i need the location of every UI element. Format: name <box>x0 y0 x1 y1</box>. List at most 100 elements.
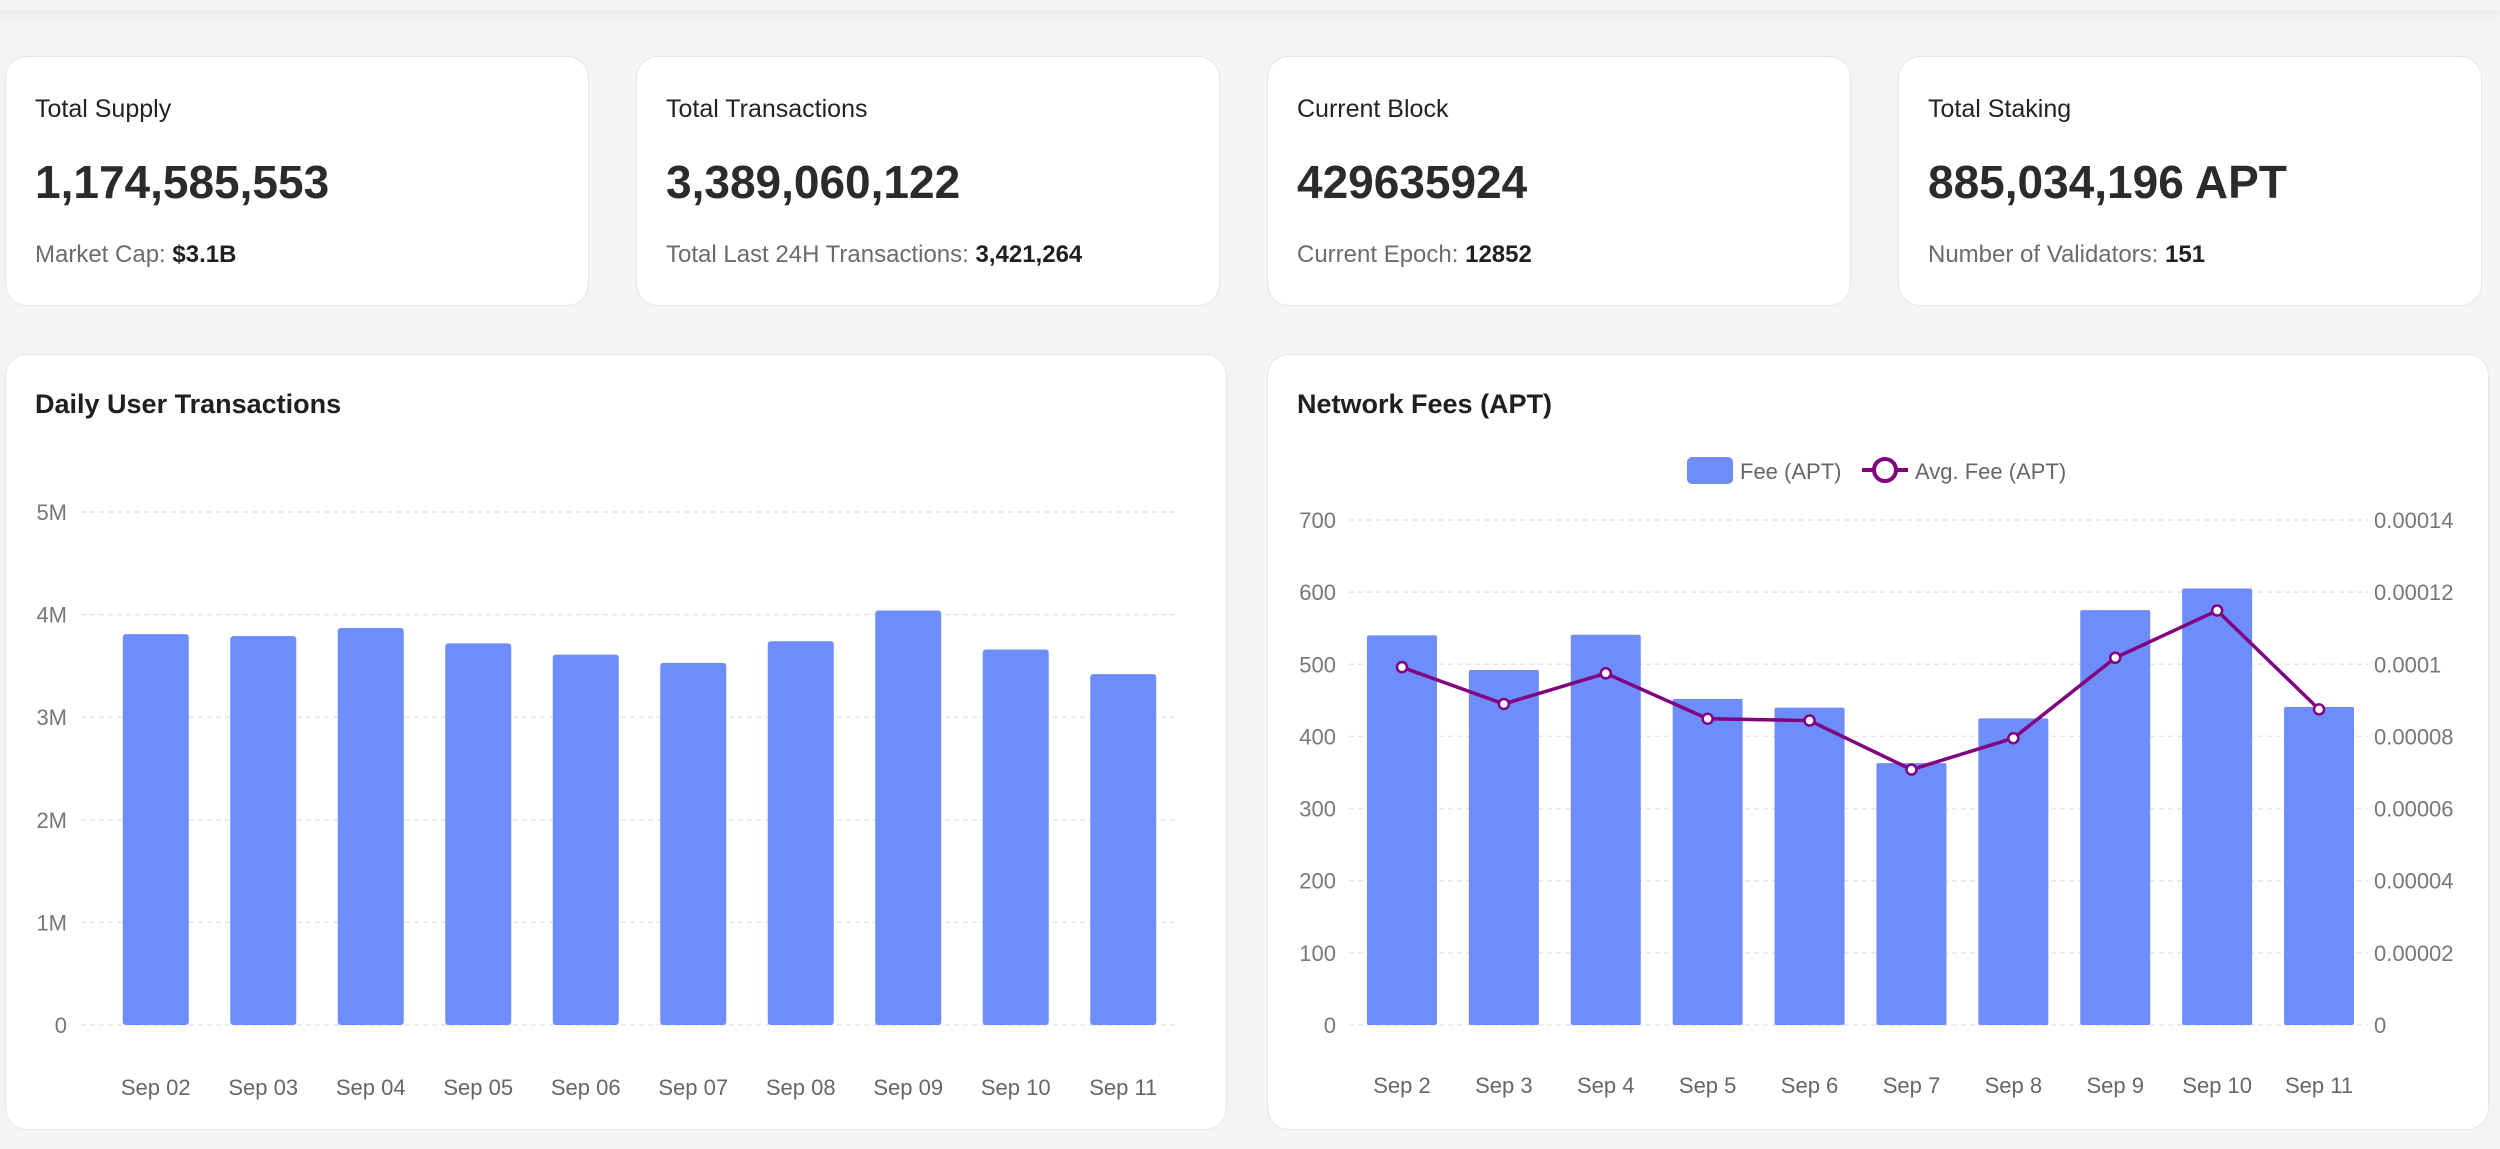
stat-value: 429635924 <box>1297 156 1528 208</box>
bar <box>875 610 942 1025</box>
avg-fee-point <box>1803 714 1816 727</box>
network-fees-chart: 0 0 100 0.00002 200 0.00004 300 0.00006 400 0.000… <box>1299 457 2454 1098</box>
x-tick-label: Sep 9 <box>2087 1073 2145 1098</box>
x-tick-label: Sep 10 <box>981 1075 1051 1100</box>
bar <box>1876 763 1947 1025</box>
stat-subtext: Current Epoch: 12852 <box>1297 241 1532 268</box>
x-tick-label: Sep 2 <box>1373 1073 1431 1098</box>
stat-subvalue: 151 <box>2165 241 2206 268</box>
y-tick-label: 0 <box>55 1013 67 1038</box>
bar <box>1978 718 2049 1025</box>
y-right-tick-label: 0 <box>2374 1013 2386 1038</box>
y-tick-label: 3M <box>36 705 67 730</box>
bar <box>230 636 297 1025</box>
avg-fee-point <box>2210 604 2224 617</box>
bar <box>552 654 619 1025</box>
stat-subvalue: $3.1B <box>172 241 237 268</box>
x-tick-label: Sep 5 <box>1679 1073 1737 1098</box>
stat-subtext: Total Last 24H Transactions: 3,421,264 <box>666 241 1083 268</box>
x-tick-label: Sep 4 <box>1577 1073 1635 1098</box>
legend-line-marker <box>1872 457 1898 483</box>
x-tick-label: Sep 09 <box>873 1075 943 1100</box>
stat-subvalue: 12852 <box>1465 241 1532 268</box>
avg-fee-point <box>1599 667 1612 680</box>
y-right-tick-label: 0.00002 <box>2374 941 2454 966</box>
x-tick-label: Sep 02 <box>121 1075 191 1100</box>
daily-transactions-chart: 0 1M 2M 3M 4M 5M Sep 02 Sep 03 Sep 04 Sep 05 Sep 0… <box>36 500 1176 1100</box>
y-left-tick-label: 700 <box>1299 508 1336 533</box>
stat-value: 885,034,196 APT <box>1928 156 2287 208</box>
avg-fee-point <box>2007 731 2020 745</box>
y-left-tick-label: 400 <box>1299 724 1336 749</box>
bar <box>2182 588 2253 1025</box>
stat-card-total-staking: Total Staking 885,034,196 APT Number of … <box>1898 56 2482 306</box>
y-tick-label: 2M <box>36 808 67 833</box>
x-tick-label: Sep 08 <box>766 1075 836 1100</box>
chart-title: Network Fees (APT) <box>1297 389 1553 419</box>
stat-subtext: Number of Validators: 151 <box>1928 241 2206 268</box>
stat-label: Total Supply <box>35 95 172 123</box>
y-tick-label: 1M <box>36 910 67 935</box>
bar <box>1090 674 1157 1025</box>
legend-bar-swatch <box>1687 457 1733 484</box>
bar <box>767 641 834 1025</box>
bar <box>1468 670 1539 1025</box>
bar <box>2284 706 2355 1025</box>
y-right-tick-label: 0.00008 <box>2374 724 2454 749</box>
x-tick-label: Sep 8 <box>1985 1073 2043 1098</box>
avg-fee-point <box>1395 660 1409 674</box>
bar <box>2080 610 2151 1025</box>
avg-fee-line <box>1401 608 2321 772</box>
legend-bar-label: Fee (APT) <box>1740 459 1841 484</box>
stat-label: Total Staking <box>1928 95 2072 123</box>
y-right-tick-label: 0.00012 <box>2374 580 2454 605</box>
top-bar <box>0 0 2500 10</box>
avg-fee-point <box>2109 651 2122 665</box>
x-tick-label: Sep 04 <box>336 1075 406 1100</box>
stat-value: 1,174,585,553 <box>35 156 330 208</box>
avg-fee-point <box>1701 712 1714 726</box>
avg-fee-point <box>1497 697 1511 711</box>
y-left-tick-label: 0 <box>1324 1013 1336 1038</box>
y-tick-label: 5M <box>36 500 67 525</box>
x-tick-label: Sep 10 <box>2182 1073 2252 1098</box>
x-tick-label: Sep 11 <box>2285 1073 2353 1098</box>
y-right-tick-label: 0.00006 <box>2374 797 2454 822</box>
bar <box>1774 707 1845 1025</box>
y-left-tick-label: 200 <box>1299 869 1336 894</box>
x-tick-label: Sep 03 <box>228 1075 298 1100</box>
y-left-tick-label: 300 <box>1299 797 1336 822</box>
x-tick-label: Sep 06 <box>551 1075 621 1100</box>
daily-transactions-card: Daily User Transactions 0 1M 2M 3M 4M 5M Sep 0… <box>5 354 1227 1130</box>
avg-fee-point <box>1905 763 1918 776</box>
y-right-tick-label: 0.0001 <box>2374 652 2441 677</box>
y-tick-label: 4M <box>36 603 67 628</box>
stat-subtext: Market Cap: $3.1B <box>35 241 237 268</box>
x-tick-label: Sep 07 <box>658 1075 728 1100</box>
network-fees-card: Network Fees (APT) 0 0 100 0.00002 200 0.0000… <box>1267 354 2489 1130</box>
bar <box>660 662 727 1025</box>
y-left-tick-label: 600 <box>1299 580 1336 605</box>
bar <box>1366 635 1437 1025</box>
y-right-tick-label: 0.00004 <box>2374 869 2454 894</box>
legend-line-label: Avg. Fee (APT) <box>1915 459 2066 484</box>
bar <box>1570 634 1641 1025</box>
chart-title: Daily User Transactions <box>35 389 342 419</box>
bar <box>337 627 404 1025</box>
bar <box>1672 698 1743 1025</box>
x-tick-label: Sep 6 <box>1781 1073 1839 1098</box>
x-tick-label: Sep 05 <box>443 1075 513 1100</box>
avg-fee-point <box>2312 703 2326 716</box>
y-left-tick-label: 100 <box>1299 941 1336 966</box>
x-tick-label: Sep 11 <box>1089 1075 1157 1100</box>
stat-label: Total Transactions <box>666 95 868 123</box>
y-left-tick-label: 500 <box>1299 652 1336 677</box>
stat-card-total-supply: Total Supply 1,174,585,553 Market Cap: $… <box>5 56 589 306</box>
bar <box>445 643 512 1025</box>
stat-card-total-transactions: Total Transactions 3,389,060,122 Total L… <box>636 56 1220 306</box>
x-tick-label: Sep 3 <box>1475 1073 1533 1098</box>
bar <box>982 649 1049 1025</box>
stat-label: Current Block <box>1297 95 1449 123</box>
y-right-tick-label: 0.00014 <box>2374 508 2454 533</box>
x-tick-label: Sep 7 <box>1883 1073 1941 1098</box>
